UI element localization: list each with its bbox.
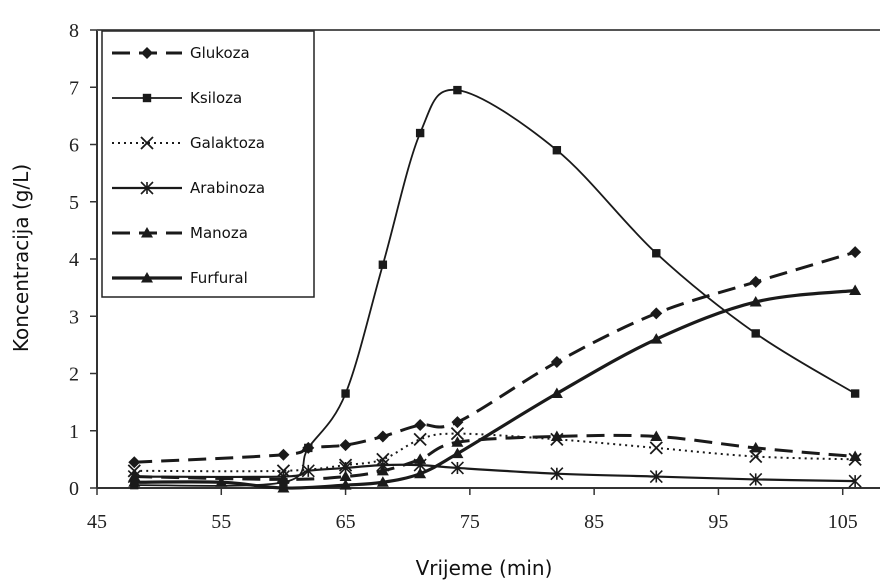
x-tick-label: 75	[460, 511, 480, 533]
data-point-galaktoza	[450, 426, 465, 441]
y-tick-label: 7	[69, 77, 79, 99]
x-axis-title: Vrijeme (min)	[416, 556, 553, 580]
legend-label-arabinoza: Arabinoza	[190, 179, 265, 197]
legend-item-ksiloza: Ksiloza	[112, 89, 242, 107]
legend-marker-furfural	[141, 272, 153, 283]
data-point-manoza	[277, 473, 290, 484]
legend-item-glukoza: Glukoza	[112, 44, 250, 62]
data-point-glukoza	[128, 456, 141, 469]
data-point-manoza	[339, 470, 352, 482]
data-point-furfural	[749, 295, 762, 307]
x-tick-label: 85	[584, 511, 604, 533]
data-point-glukoza	[414, 419, 427, 432]
data-point-glukoza	[849, 246, 862, 259]
series-line-galaktoza	[134, 432, 856, 473]
data-point-glukoza	[451, 416, 464, 429]
data-point-manoza	[749, 441, 762, 453]
legend-item-manoza: Manoza	[112, 224, 248, 242]
data-point-ksiloza	[304, 443, 313, 453]
y-tick-label: 8	[69, 20, 79, 42]
data-point-furfural	[414, 467, 427, 479]
data-point-ksiloza	[453, 85, 462, 95]
legend-label-glukoza: Glukoza	[190, 44, 250, 62]
data-point-galaktoza	[413, 432, 427, 446]
legend-box	[101, 30, 315, 298]
legend: Glukoza Ksiloza Galaktoza Arabinoza Manoza Fu…	[101, 30, 315, 298]
data-point-glukoza	[650, 307, 663, 320]
legend-label-ksiloza: Ksiloza	[190, 89, 242, 107]
data-point-ksiloza	[378, 260, 388, 269]
x-tick-label: 55	[211, 511, 231, 533]
y-tick-label: 1	[69, 421, 79, 443]
data-point-arabinoza	[649, 469, 663, 484]
data-point-galaktoza	[649, 441, 663, 455]
data-point-glukoza	[339, 439, 352, 452]
data-point-manoza	[650, 430, 663, 441]
x-tick-label: 105	[828, 511, 858, 533]
data-point-ksiloza	[652, 249, 661, 258]
y-tick-label: 4	[69, 249, 79, 271]
data-point-furfural	[849, 284, 862, 295]
series-line-arabinoza	[134, 463, 856, 483]
y-tick-label: 6	[69, 135, 79, 157]
data-point-glukoza	[277, 448, 290, 461]
y-tick-label: 0	[69, 478, 79, 500]
y-tick-label: 3	[69, 306, 79, 328]
legend-label-galaktoza: Galaktoza	[190, 134, 265, 152]
series-manoza	[128, 430, 862, 484]
y-tick-label: 2	[69, 364, 79, 386]
data-point-manoza	[414, 453, 427, 464]
x-tick-label: 65	[336, 511, 356, 533]
legend-marker-manoza	[141, 227, 153, 238]
data-point-arabinoza	[301, 464, 315, 478]
data-point-ksiloza	[552, 146, 562, 155]
data-point-glukoza	[376, 430, 389, 443]
data-point-manoza	[128, 470, 141, 482]
legend-item-furfural: Furfural	[112, 269, 248, 287]
legend-label-furfural: Furfural	[190, 269, 248, 287]
series-furfural	[128, 284, 862, 493]
legend-item-galaktoza: Galaktoza	[112, 134, 265, 152]
data-point-furfural	[376, 476, 389, 487]
data-point-furfural	[277, 482, 290, 493]
data-point-furfural	[339, 479, 352, 490]
data-point-glukoza	[550, 356, 563, 369]
data-point-furfural	[128, 476, 141, 487]
data-point-manoza	[451, 436, 464, 447]
data-point-glukoza	[749, 275, 762, 288]
data-point-ksiloza	[415, 128, 425, 138]
legend-marker-arabinoza	[140, 181, 154, 195]
legend-marker-galaktoza	[140, 136, 154, 150]
data-point-manoza	[376, 464, 389, 476]
data-point-furfural	[650, 333, 663, 344]
data-point-furfural	[215, 476, 228, 487]
data-point-arabinoza	[550, 467, 564, 481]
data-point-arabinoza	[848, 474, 862, 488]
y-axis-title: Koncentracija (g/L)	[9, 164, 33, 352]
legend-marker-ksiloza	[142, 93, 152, 103]
data-point-ksiloza	[850, 389, 860, 398]
data-point-manoza	[849, 450, 862, 462]
series-line-furfural	[134, 288, 856, 490]
data-point-furfural	[550, 387, 563, 399]
data-point-furfural	[451, 447, 464, 459]
data-point-ksiloza	[751, 329, 760, 338]
legend-item-arabinoza: Arabinoza	[112, 179, 265, 197]
data-point-arabinoza	[450, 461, 464, 475]
series-line-manoza	[134, 433, 856, 481]
y-tick-label: 5	[69, 192, 79, 214]
data-point-ksiloza	[341, 389, 350, 398]
data-point-manoza	[550, 430, 563, 441]
x-tick-label: 95	[708, 511, 728, 533]
legend-marker-glukoza	[141, 47, 153, 59]
data-point-arabinoza	[749, 472, 763, 486]
legend-label-manoza: Manoza	[190, 224, 248, 242]
series-layer	[127, 85, 862, 493]
x-tick-label: 45	[87, 511, 107, 533]
data-point-galaktoza	[749, 449, 763, 464]
